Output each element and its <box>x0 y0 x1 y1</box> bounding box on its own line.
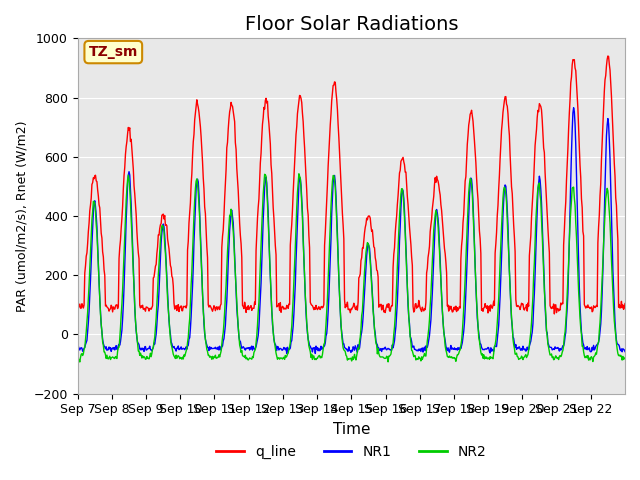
NR1 <box>74 347 81 353</box>
Text: TZ_sm: TZ_sm <box>88 45 138 59</box>
NR1 <box>439 319 447 324</box>
Legend: q_line, NR1, NR2: q_line, NR1, NR2 <box>211 440 492 465</box>
q_line <box>604 53 612 59</box>
Title: Floor Solar Radiations: Floor Solar Radiations <box>244 15 458 34</box>
Line: q_line: q_line <box>77 56 625 314</box>
NR2 <box>74 354 81 360</box>
Line: NR2: NR2 <box>77 174 625 362</box>
NR1 <box>408 344 416 350</box>
NR1 <box>266 256 273 262</box>
NR1 <box>621 348 629 354</box>
NR1 <box>312 350 319 356</box>
q_line <box>550 311 558 317</box>
NR2 <box>440 328 447 334</box>
NR1 <box>287 345 294 351</box>
NR1 <box>570 105 577 110</box>
NR2 <box>409 351 417 357</box>
Line: NR1: NR1 <box>77 108 625 353</box>
q_line <box>266 131 273 137</box>
q_line <box>287 242 294 248</box>
NR2 <box>76 359 84 365</box>
NR2 <box>295 171 303 177</box>
NR2 <box>239 353 247 359</box>
q_line <box>74 304 81 310</box>
NR2 <box>139 353 147 359</box>
q_line <box>239 302 246 308</box>
q_line <box>138 304 146 310</box>
NR2 <box>621 355 629 360</box>
NR2 <box>266 273 274 278</box>
q_line <box>408 254 415 260</box>
NR1 <box>239 345 246 350</box>
q_line <box>621 300 629 306</box>
NR1 <box>138 347 146 353</box>
q_line <box>438 217 446 223</box>
X-axis label: Time: Time <box>333 422 370 437</box>
NR2 <box>287 331 295 336</box>
Y-axis label: PAR (umol/m2/s), Rnet (W/m2): PAR (umol/m2/s), Rnet (W/m2) <box>15 120 28 312</box>
